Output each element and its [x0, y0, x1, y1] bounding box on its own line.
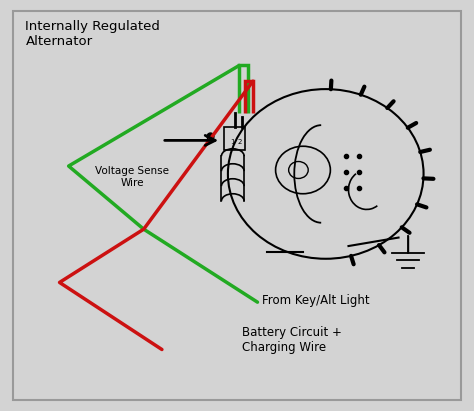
Bar — [225, 127, 245, 150]
Text: Battery Circuit +
Charging Wire: Battery Circuit + Charging Wire — [242, 326, 341, 353]
Text: From Key/Alt Light: From Key/Alt Light — [262, 294, 370, 307]
Text: 2: 2 — [237, 139, 241, 145]
Text: Voltage Sense
Wire: Voltage Sense Wire — [95, 166, 169, 188]
Text: Internally Regulated
Alternator: Internally Regulated Alternator — [26, 20, 160, 48]
Text: 1: 1 — [230, 139, 235, 145]
